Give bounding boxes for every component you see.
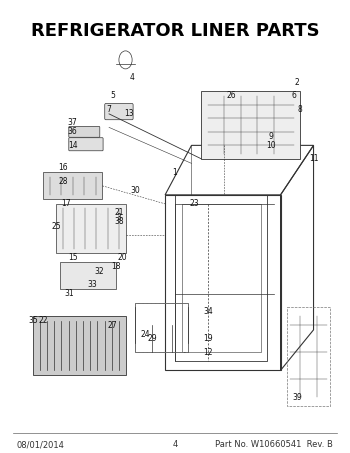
Text: 25: 25	[51, 222, 61, 231]
FancyBboxPatch shape	[69, 138, 103, 151]
Text: 33: 33	[88, 280, 97, 289]
Text: 18: 18	[111, 262, 120, 271]
Polygon shape	[33, 316, 126, 375]
Text: 31: 31	[65, 289, 74, 299]
Text: 32: 32	[94, 267, 104, 276]
Text: 10: 10	[266, 141, 275, 150]
Text: 4: 4	[172, 440, 177, 449]
Text: 38: 38	[114, 217, 124, 226]
Text: 8: 8	[298, 105, 303, 114]
Text: 37: 37	[68, 118, 78, 127]
Polygon shape	[201, 92, 300, 159]
Text: 4: 4	[130, 73, 134, 82]
Text: 14: 14	[68, 141, 78, 150]
Text: 34: 34	[203, 307, 213, 316]
Text: 7: 7	[107, 105, 111, 114]
Polygon shape	[56, 204, 126, 253]
Text: 30: 30	[131, 186, 140, 195]
Polygon shape	[60, 262, 116, 289]
Text: 11: 11	[309, 154, 318, 164]
Text: 6: 6	[291, 92, 296, 101]
FancyBboxPatch shape	[69, 126, 100, 137]
Text: 08/01/2014: 08/01/2014	[17, 440, 64, 449]
Text: 22: 22	[38, 316, 48, 325]
Text: 23: 23	[190, 199, 199, 208]
Text: 35: 35	[28, 316, 38, 325]
Text: REFRIGERATOR LINER PARTS: REFRIGERATOR LINER PARTS	[31, 22, 319, 39]
Text: 28: 28	[58, 177, 68, 186]
Text: 15: 15	[68, 253, 78, 262]
Text: 9: 9	[268, 132, 273, 141]
FancyBboxPatch shape	[105, 104, 133, 120]
Text: 20: 20	[117, 253, 127, 262]
Text: 17: 17	[61, 199, 71, 208]
Text: Part No. W10660541  Rev. B: Part No. W10660541 Rev. B	[216, 440, 333, 449]
Text: 1: 1	[173, 168, 177, 177]
Text: 2: 2	[295, 78, 299, 87]
Text: 26: 26	[226, 92, 236, 101]
Text: 16: 16	[58, 164, 68, 173]
Text: 29: 29	[147, 334, 157, 343]
Text: 36: 36	[68, 127, 78, 136]
Text: 21: 21	[114, 208, 124, 217]
Text: 19: 19	[203, 334, 213, 343]
Text: 27: 27	[107, 321, 117, 330]
Text: 5: 5	[110, 92, 115, 101]
Text: 3: 3	[117, 213, 121, 222]
Text: 39: 39	[292, 393, 302, 402]
Polygon shape	[43, 173, 103, 199]
Text: 24: 24	[140, 330, 150, 339]
Text: 13: 13	[124, 109, 134, 118]
Text: 12: 12	[203, 348, 213, 357]
